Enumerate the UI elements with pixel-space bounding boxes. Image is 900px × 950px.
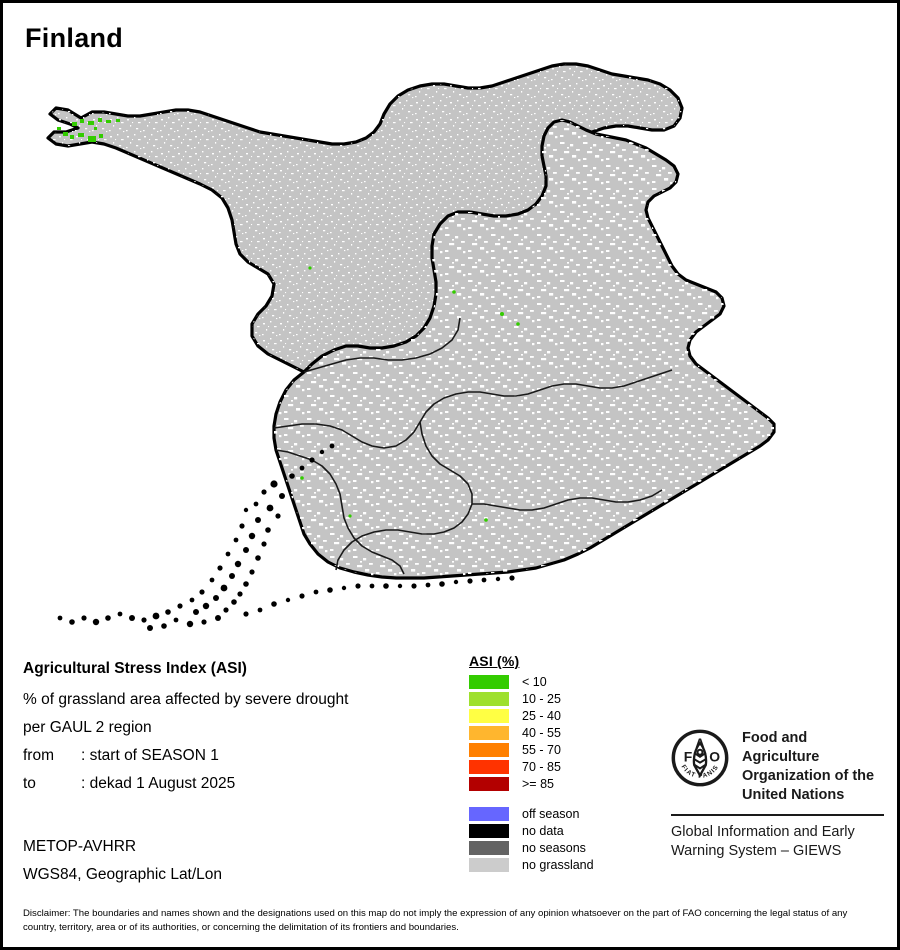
fao-divider <box>671 814 884 816</box>
giews-line-2: Warning System – GIEWS <box>671 843 842 859</box>
legend-item[interactable]: 10 - 25 <box>469 690 659 707</box>
projection-label: WGS84, Geographic Lat/Lon <box>23 866 223 883</box>
legend-swatch-no-seasons <box>469 840 509 855</box>
fao-org-line-1: Food and Agriculture <box>742 730 820 765</box>
fao-branding-block: F A O FIAT PANIS Food and Agriculture Or… <box>671 729 886 861</box>
admin-boundary-east <box>335 421 473 571</box>
finland-landmass <box>46 62 776 580</box>
description-to-value: : dekad 1 August 2025 <box>81 775 236 792</box>
legend-separator-gap <box>469 792 659 805</box>
sensor-label: METOP-AVHRR <box>23 838 137 855</box>
svg-text:A: A <box>695 736 704 751</box>
fao-org-line-2: Organization of the <box>742 768 875 784</box>
legend-swatch-55-70 <box>469 742 509 757</box>
legend-label-40-55: 40 - 55 <box>522 725 561 740</box>
source-block: METOP-AVHRR WGS84, Geographic Lat/Lon <box>23 833 453 889</box>
fao-org-line-3: United Nations <box>742 787 845 803</box>
giews-line-1: Global Information and Early <box>671 824 855 840</box>
legend-label-85-plus: >= 85 <box>522 776 554 791</box>
admin-boundary-southeast <box>472 489 663 511</box>
legend-swatch-no-grassland <box>469 857 509 872</box>
legend-label-under-10: < 10 <box>522 674 547 689</box>
archipelago-no-data <box>57 443 515 631</box>
disclaimer-text: Disclaimer: The boundaries and names sho… <box>23 908 848 933</box>
legend-label-10-25: 10 - 25 <box>522 691 561 706</box>
legend-item[interactable]: off season <box>469 805 659 822</box>
legend-item[interactable]: >= 85 <box>469 775 659 792</box>
fao-logo-icon: F A O FIAT PANIS <box>671 729 729 792</box>
giews-programme-name: Global Information and Early Warning Sys… <box>671 823 886 861</box>
legend-swatch-10-25 <box>469 691 509 706</box>
map-legend: ASI (%) < 10 10 - 25 25 - 40 40 - 55 55 … <box>469 653 659 873</box>
description-to-row: to : dekad 1 August 2025 <box>23 770 453 798</box>
svg-text:F: F <box>684 748 693 764</box>
legend-swatch-85-plus <box>469 776 509 791</box>
legend-swatch-25-40 <box>469 708 509 723</box>
description-heading: Agricultural Stress Index (ASI) <box>23 660 247 677</box>
legend-item[interactable]: no seasons <box>469 839 659 856</box>
description-from-value: : start of SEASON 1 <box>81 747 219 764</box>
legend-label-25-40: 25 - 40 <box>522 708 561 723</box>
description-block: Agricultural Stress Index (ASI) % of gra… <box>23 655 453 798</box>
legend-item[interactable]: 70 - 85 <box>469 758 659 775</box>
legend-swatch-40-55 <box>469 725 509 740</box>
legend-item[interactable]: 40 - 55 <box>469 724 659 741</box>
legend-swatch-no-data <box>469 823 509 838</box>
legend-item[interactable]: 25 - 40 <box>469 707 659 724</box>
legend-swatch-70-85 <box>469 759 509 774</box>
legend-label-no-seasons: no seasons <box>522 840 586 855</box>
map-figure[interactable] <box>6 48 894 638</box>
legend-label-no-data: no data <box>522 823 564 838</box>
legend-label-55-70: 55 - 70 <box>522 742 561 757</box>
legend-item[interactable]: no data <box>469 822 659 839</box>
region-central-south-lakes <box>274 120 774 578</box>
legend-label-70-85: 70 - 85 <box>522 759 561 774</box>
admin-boundary-central <box>273 369 673 449</box>
svg-text:FIAT PANIS: FIAT PANIS <box>680 764 721 780</box>
legend-swatch-under-10 <box>469 674 509 689</box>
page-title: Finland <box>25 23 124 53</box>
fao-organisation-name: Food and Agriculture Organization of the… <box>742 729 886 805</box>
legend-swatch-off-season <box>469 806 509 821</box>
finland-map-svg[interactable] <box>6 48 894 638</box>
legend-label-off-season: off season <box>522 806 580 821</box>
description-from-key: from <box>23 747 54 764</box>
legend-item[interactable]: no grassland <box>469 856 659 873</box>
svg-text:O: O <box>709 748 720 764</box>
legend-title: ASI (%) <box>469 653 520 669</box>
description-from-row: from : start of SEASON 1 <box>23 742 453 770</box>
legend-item[interactable]: < 10 <box>469 673 659 690</box>
admin-boundary-north <box>303 317 461 373</box>
asi-class-under10-patches <box>57 118 520 522</box>
legend-item[interactable]: 55 - 70 <box>469 741 659 758</box>
region-lapland-lakes <box>48 64 682 372</box>
legend-label-no-grassland: no grassland <box>522 857 594 872</box>
description-line-2: per GAUL 2 region <box>23 719 152 736</box>
description-line-1: % of grassland area affected by severe d… <box>23 691 349 708</box>
description-to-key: to <box>23 775 36 792</box>
